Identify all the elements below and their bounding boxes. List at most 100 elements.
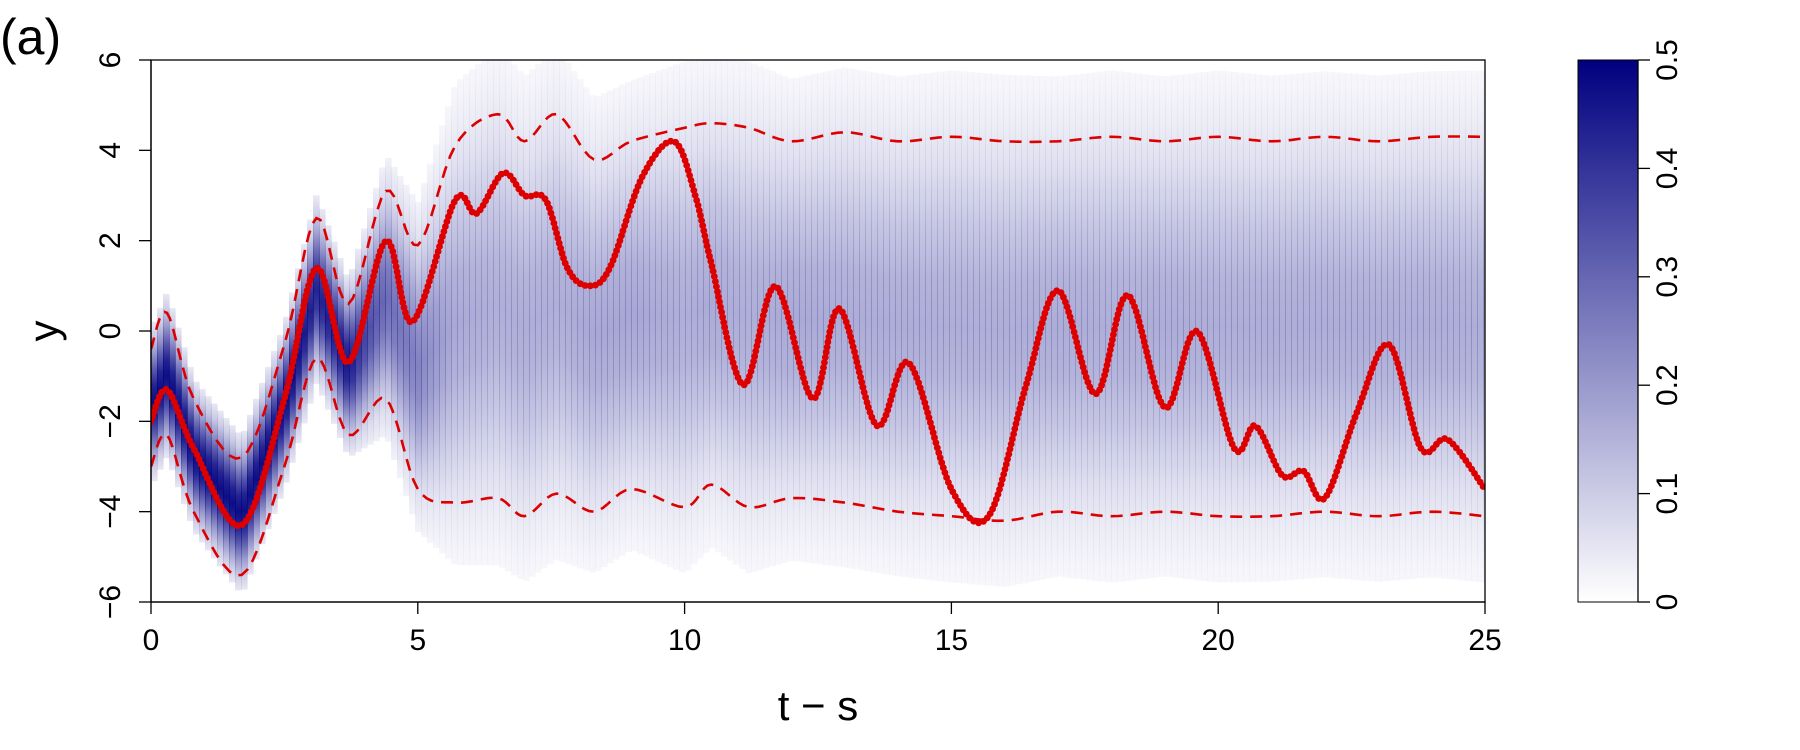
path-point <box>788 329 796 336</box>
density-column <box>997 74 1004 587</box>
path-point <box>723 334 731 341</box>
path-point <box>392 263 400 271</box>
density-column <box>451 87 458 565</box>
x-tick-label: 0 <box>143 624 160 657</box>
density-column <box>229 425 236 583</box>
density-column <box>1057 76 1064 577</box>
path-point <box>357 328 364 336</box>
density-column <box>703 60 710 553</box>
path-point <box>396 283 404 291</box>
density-column <box>1315 71 1322 578</box>
path-point <box>712 278 719 285</box>
path-point <box>1479 483 1485 490</box>
path-point <box>747 368 755 375</box>
path-point <box>290 353 298 361</box>
path-point <box>389 248 397 255</box>
path-point <box>1404 400 1412 407</box>
path-point <box>754 337 762 345</box>
density-column <box>1363 74 1370 581</box>
density-column <box>445 106 452 559</box>
y-tick-label: −6 <box>94 585 127 619</box>
density-column <box>1171 75 1178 578</box>
path-point <box>1105 351 1113 359</box>
density-column <box>1033 75 1040 581</box>
density-column <box>883 74 890 575</box>
density-column <box>1147 74 1154 579</box>
density-column <box>1411 72 1418 579</box>
density-column <box>1465 70 1472 581</box>
density-column <box>427 163 434 543</box>
density-column <box>553 60 560 561</box>
density-column <box>1369 75 1376 582</box>
density-column <box>469 69 476 566</box>
path-point <box>286 373 294 381</box>
density-column <box>169 307 176 471</box>
density-column <box>1045 76 1052 579</box>
path-point <box>1295 467 1303 475</box>
density-column <box>919 73 926 580</box>
path-point <box>721 323 729 331</box>
path-point <box>1013 415 1021 423</box>
path-point <box>791 339 798 346</box>
density-column <box>1483 70 1485 583</box>
path-point <box>931 434 938 442</box>
density-column <box>1015 75 1022 585</box>
density-column <box>781 75 788 563</box>
path-point <box>715 293 722 301</box>
density-column <box>721 60 728 557</box>
density-column <box>511 64 518 576</box>
path-point <box>1410 425 1418 433</box>
density-column <box>601 93 608 567</box>
path-point <box>822 348 830 356</box>
path-point <box>694 202 702 209</box>
colorbar-axis: 0 0.1 0.2 0.3 0.4 0.5 <box>1637 39 1684 611</box>
density-column <box>379 167 386 438</box>
path-point <box>1178 359 1186 367</box>
x-tick-label: 10 <box>668 624 701 657</box>
density-column <box>565 63 572 565</box>
path-point <box>328 308 335 316</box>
path-point <box>367 283 375 290</box>
path-point <box>1140 338 1148 346</box>
path-point <box>717 303 724 311</box>
colorbar-tick-label: 0 <box>1651 594 1684 611</box>
path-point <box>532 191 540 199</box>
path-point <box>1072 333 1079 341</box>
density-column <box>571 71 578 567</box>
path-point <box>710 273 718 280</box>
density-column <box>295 268 302 444</box>
path-point <box>796 359 803 367</box>
upper-band-line <box>151 112 1485 460</box>
path-point <box>821 354 829 361</box>
path-point <box>714 288 721 296</box>
path-point <box>709 267 717 275</box>
path-point <box>1031 350 1038 357</box>
colorbar <box>1577 59 1639 603</box>
path-point <box>713 283 720 290</box>
density-column <box>661 68 668 565</box>
density-column <box>823 71 830 566</box>
path-point <box>704 247 712 255</box>
path-point <box>1102 366 1110 374</box>
density-column <box>859 70 866 571</box>
density-column <box>505 60 512 572</box>
density-column <box>913 74 920 579</box>
density-column <box>1387 74 1394 581</box>
density-column <box>751 63 758 572</box>
path-point <box>1010 430 1017 438</box>
panel-label: (a) <box>0 9 61 65</box>
density-column <box>217 410 224 567</box>
density-column <box>955 70 962 584</box>
density-column <box>1117 71 1124 582</box>
density-column <box>607 90 614 564</box>
density-column <box>961 71 968 584</box>
density-column <box>439 125 446 554</box>
path-point <box>289 358 297 366</box>
x-tick-label: 20 <box>1202 624 1235 657</box>
path-point <box>1005 450 1013 458</box>
density-column <box>361 228 368 449</box>
density-column <box>1435 71 1442 578</box>
density-column <box>1417 72 1424 579</box>
path-point <box>853 358 861 366</box>
path-point <box>390 253 398 260</box>
